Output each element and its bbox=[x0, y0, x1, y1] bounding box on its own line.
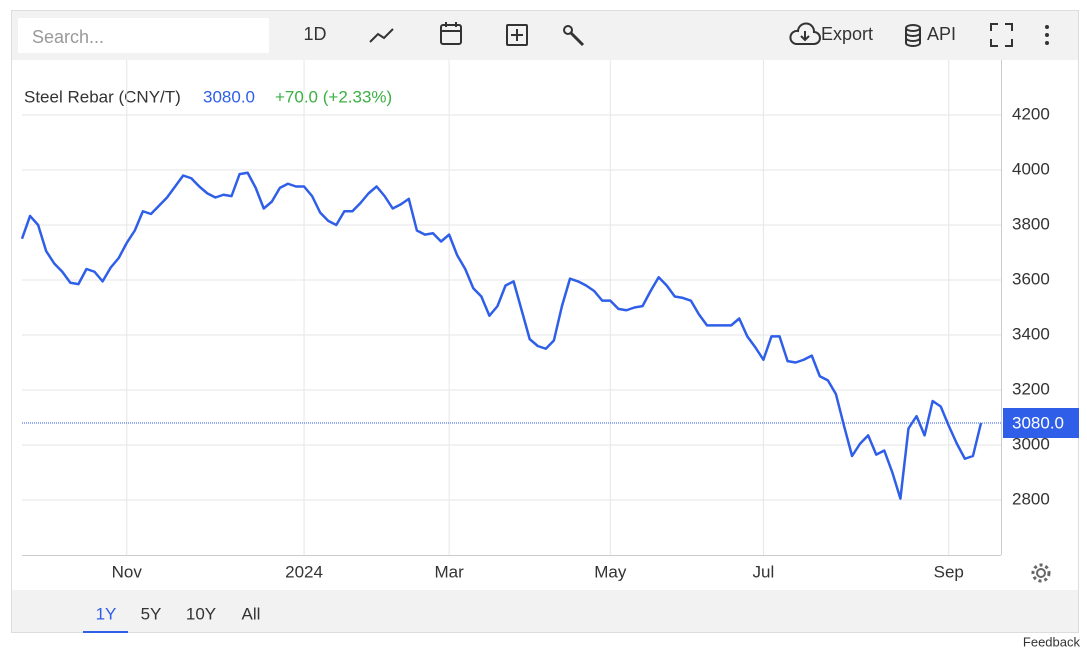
x-tick-label: May bbox=[594, 562, 627, 581]
export-icon[interactable] bbox=[789, 22, 821, 45]
range-button[interactable]: 10Y bbox=[186, 604, 216, 623]
menu-icon[interactable] bbox=[1045, 25, 1049, 45]
search-placeholder: Search... bbox=[32, 27, 104, 47]
range-button[interactable]: All bbox=[242, 604, 261, 623]
settings-icon[interactable] bbox=[1031, 563, 1051, 583]
price-change: +70.0 (+2.33%) bbox=[275, 87, 392, 106]
add-icon[interactable] bbox=[506, 24, 528, 46]
last-price: 3080.0 bbox=[203, 87, 255, 106]
chart-title: Steel Rebar (CNY/T) bbox=[24, 87, 181, 106]
y-tick-label: 4200 bbox=[1012, 104, 1050, 123]
y-tick-label: 3800 bbox=[1012, 214, 1050, 233]
x-tick-label: 2024 bbox=[285, 562, 323, 581]
plot bbox=[22, 60, 1001, 555]
calendar-icon[interactable] bbox=[440, 22, 462, 45]
frame bbox=[11, 10, 1079, 633]
last-price-box bbox=[1003, 408, 1079, 438]
y-tick-label: 2800 bbox=[1012, 489, 1050, 508]
x-tick-label: Sep bbox=[934, 562, 964, 581]
search-box[interactable] bbox=[18, 18, 269, 53]
api-button[interactable]: API bbox=[927, 24, 956, 44]
tools-icon[interactable] bbox=[563, 25, 585, 47]
range-button[interactable]: 1Y bbox=[96, 604, 117, 623]
line-type-icon[interactable] bbox=[369, 28, 394, 43]
y-tick-label: 4000 bbox=[1012, 159, 1050, 178]
range-buttons: 1Y 5Y 10Y All bbox=[96, 604, 261, 623]
fullscreen-icon[interactable] bbox=[990, 23, 1013, 47]
feedback-link[interactable]: Feedback bbox=[1023, 634, 1081, 649]
api-icon[interactable] bbox=[905, 24, 921, 47]
range-bar bbox=[12, 590, 1078, 632]
x-tick-label: Nov bbox=[112, 562, 143, 581]
x-tick-label: Jul bbox=[753, 562, 775, 581]
y-tick-label: 3200 bbox=[1012, 379, 1050, 398]
export-button[interactable]: Export bbox=[821, 24, 873, 44]
y-tick-label: 3600 bbox=[1012, 269, 1050, 288]
y-tick-label: 3400 bbox=[1012, 324, 1050, 343]
x-tick-label: Mar bbox=[434, 562, 464, 581]
price-line bbox=[20, 171, 983, 500]
interval-button[interactable]: 1D bbox=[303, 24, 326, 44]
range-button[interactable]: 5Y bbox=[141, 604, 162, 623]
y-tick-label: 3000 bbox=[1012, 434, 1050, 453]
last-price-label: 3080.0 bbox=[1012, 413, 1064, 432]
